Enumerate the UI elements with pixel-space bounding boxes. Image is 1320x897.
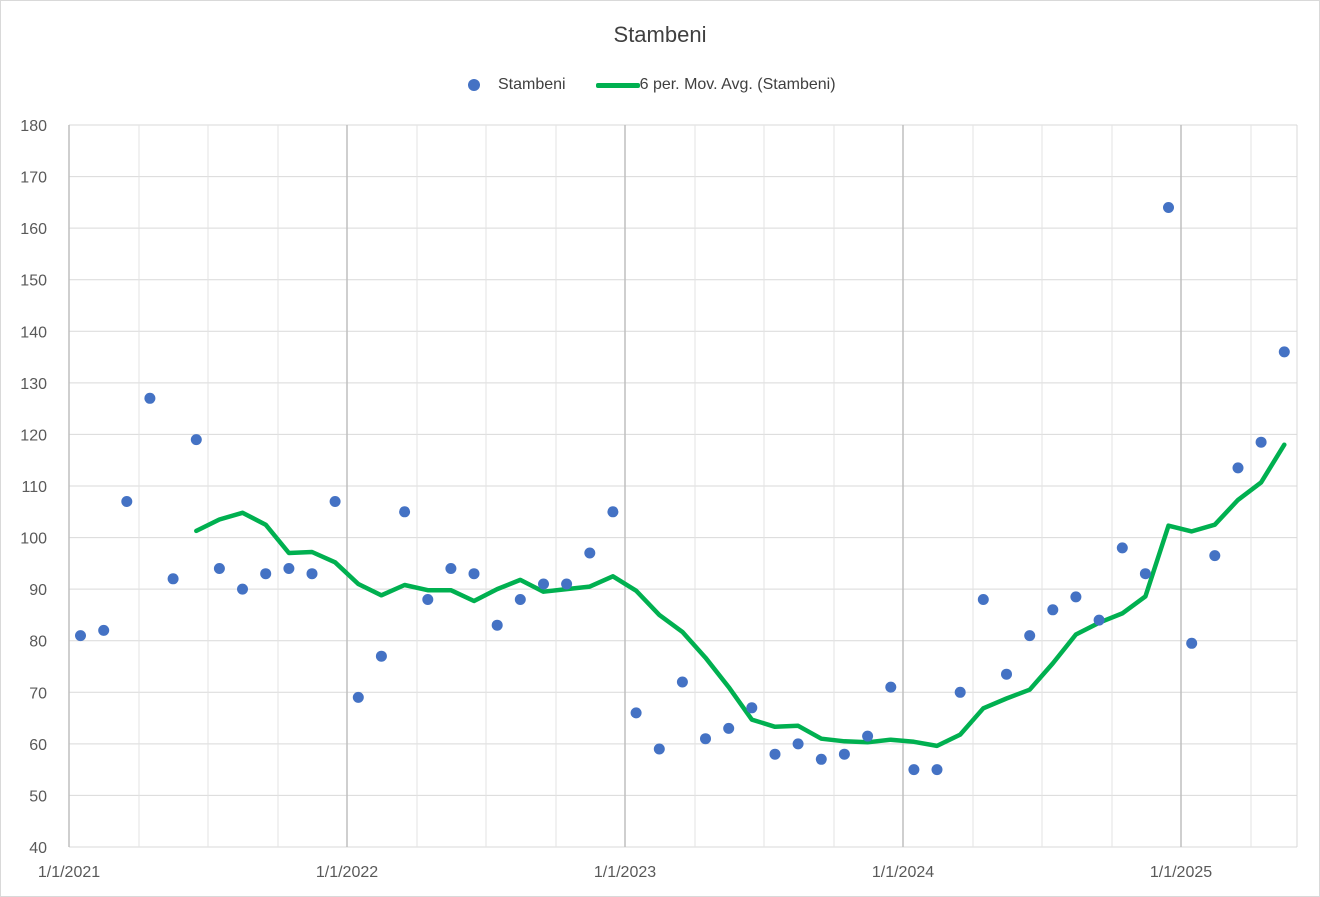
data-point — [121, 496, 133, 507]
y-tick-label: 90 — [29, 582, 47, 599]
data-point — [98, 624, 110, 636]
y-tick-label: 50 — [29, 788, 47, 805]
data-point — [561, 578, 573, 590]
y-tick-label: 160 — [20, 221, 47, 238]
data-point — [283, 563, 295, 574]
legend-label-moving-average: 6 per. Mov. Avg. (Stambeni) — [639, 76, 836, 93]
y-tick-label: 100 — [20, 531, 47, 548]
data-point — [144, 392, 156, 404]
chart-title: Stambeni — [613, 22, 707, 47]
data-point — [792, 738, 804, 750]
data-point — [931, 764, 943, 776]
data-point — [167, 573, 179, 585]
x-tick-label: 1/1/2021 — [38, 864, 100, 881]
data-point — [1001, 668, 1012, 680]
data-point — [607, 506, 619, 518]
y-tick-label: 110 — [21, 479, 47, 496]
data-point — [838, 748, 850, 760]
data-point — [908, 764, 920, 776]
legend-label-stambeni: Stambeni — [498, 76, 566, 93]
y-tick-label: 150 — [20, 273, 47, 290]
data-point — [723, 722, 735, 734]
data-point — [1139, 568, 1151, 580]
data-point — [1070, 591, 1082, 603]
data-point — [746, 702, 758, 714]
data-point — [1278, 346, 1290, 358]
y-tick-label: 60 — [29, 737, 47, 754]
data-point — [445, 563, 457, 574]
data-point — [260, 568, 272, 580]
data-point — [1024, 630, 1036, 642]
legend-marker-stambeni — [468, 79, 480, 91]
data-point — [1163, 202, 1174, 213]
data-point — [977, 594, 989, 605]
data-point — [514, 594, 526, 605]
data-point — [584, 547, 596, 559]
y-tick-label: 180 — [20, 118, 47, 135]
data-point — [190, 434, 202, 446]
data-point — [399, 506, 411, 518]
legend: Stambeni 6 per. Mov. Avg. (Stambeni) — [468, 74, 836, 96]
data-point — [422, 594, 434, 605]
y-tick-label: 40 — [29, 840, 47, 857]
data-point — [1255, 436, 1267, 448]
data-point — [862, 730, 874, 742]
y-tick-label: 140 — [20, 324, 47, 341]
data-point — [538, 578, 549, 590]
y-tick-label: 130 — [20, 376, 47, 393]
legend-marker-moving-average — [595, 82, 640, 88]
data-point — [329, 496, 341, 507]
y-tick-label: 170 — [20, 170, 47, 187]
x-tick-label: 1/1/2022 — [316, 864, 378, 881]
x-tick-label: 1/1/2025 — [1150, 864, 1212, 881]
data-point — [954, 686, 966, 698]
data-point — [1186, 637, 1198, 649]
data-point — [885, 681, 897, 693]
y-tick-label: 120 — [20, 427, 47, 444]
data-point — [491, 619, 503, 631]
data-point — [306, 568, 318, 580]
data-point — [375, 650, 387, 662]
x-tick-label: 1/1/2024 — [872, 864, 934, 881]
data-point — [352, 691, 364, 703]
data-point — [468, 568, 480, 580]
data-point — [676, 676, 688, 688]
data-point — [815, 753, 827, 765]
data-point — [213, 563, 225, 574]
data-point — [237, 583, 248, 595]
data-point — [700, 733, 711, 745]
data-point — [653, 743, 665, 755]
data-point — [769, 748, 781, 760]
data-point — [630, 707, 642, 719]
data-point — [1116, 542, 1128, 554]
data-point — [1209, 550, 1221, 562]
y-tick-label: 80 — [29, 634, 47, 651]
data-point — [1047, 604, 1059, 616]
data-point — [1093, 614, 1105, 626]
x-tick-label: 1/1/2023 — [594, 864, 656, 881]
data-point — [1232, 462, 1244, 474]
y-tick-label: 70 — [29, 685, 47, 702]
data-point — [75, 630, 86, 642]
